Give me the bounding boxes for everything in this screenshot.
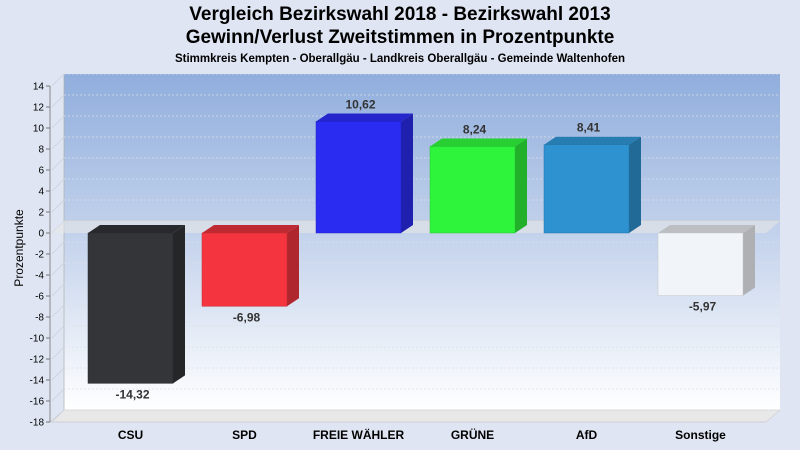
bar-value-label: 10,62 [345, 97, 375, 111]
gridline-diag [51, 115, 65, 129]
gridline-diag [51, 136, 65, 150]
x-category-label: FREIE WÄHLER [313, 427, 405, 442]
bar-front [543, 144, 630, 234]
bar-freie-w-hler: 10,62 [315, 97, 413, 234]
plot-floor [49, 409, 781, 423]
y-axis-label: Prozentpunkte [12, 209, 26, 287]
y-tick-label: 0 [38, 229, 44, 240]
bar-csu: -14,32 [87, 225, 185, 401]
bar-front [87, 232, 174, 384]
y-tick-label: 4 [38, 187, 44, 198]
y-axis-ticks: 14 12 10 8 6 4 2 0 -2 -4 -6 -8 -10 -12 -14 -16 -18 [30, 82, 50, 429]
gridline-diag [51, 262, 65, 276]
x-category-label: Sonstige [675, 428, 726, 442]
bar-side [401, 113, 413, 233]
x-category-label: CSU [118, 428, 143, 442]
bars: -14,32 -6,98 10,62 8,24 8,41 -5,97 [87, 97, 755, 401]
y-tick-label: 14 [33, 82, 45, 93]
y-tick-label: -18 [30, 418, 45, 429]
y-tick-label: -10 [30, 334, 45, 345]
y-tick-label: -4 [35, 271, 44, 282]
chart-region-subtitle: Stimmkreis Kempten - Oberallgäu - Landkr… [174, 53, 626, 65]
bar-top [658, 225, 755, 233]
bar-top [316, 113, 413, 122]
y-tick-label: 2 [38, 208, 44, 219]
bar-side [629, 136, 641, 233]
gridline-diag [51, 325, 65, 339]
gridline-diag [51, 178, 65, 192]
bar-front [315, 121, 402, 234]
bar-sonstige: -5,97 [657, 225, 755, 314]
bar-top [202, 225, 299, 233]
bar-value-label: 8,24 [463, 122, 487, 136]
y-tick-label: -12 [30, 355, 45, 366]
y-tick-label: 10 [33, 124, 45, 135]
bar-side [173, 225, 185, 384]
y-tick-label: 8 [38, 145, 44, 156]
y-tick-label: -8 [35, 313, 44, 324]
gridline-diag [51, 409, 65, 423]
y-tick-label: 6 [38, 166, 44, 177]
gridline-diag [51, 346, 65, 360]
bar-spd: -6,98 [201, 225, 299, 324]
gridline-diag [51, 241, 65, 255]
y-tick-label: -14 [30, 376, 45, 387]
gridline-diag [51, 367, 65, 381]
gridline-diag [51, 388, 65, 402]
bar-side [287, 225, 299, 307]
bar-value-label: -6,98 [233, 310, 261, 324]
y-tick-label: -2 [35, 250, 44, 261]
gridline-diag [51, 304, 65, 318]
bar-gr-ne: 8,24 [429, 122, 527, 234]
bar-afd: 8,41 [543, 121, 641, 234]
bar-top [430, 138, 527, 147]
bar-front [429, 146, 516, 234]
x-axis-labels: CSU SPD FREIE WÄHLER GRÜNE AfD Sonstige [118, 427, 726, 442]
x-category-label: AfD [576, 428, 598, 442]
bar-side [743, 225, 755, 296]
gridline-diag [51, 157, 65, 171]
gridline-diag [51, 73, 65, 87]
x-category-label: GRÜNE [451, 427, 494, 442]
y-tick-label: 12 [33, 103, 45, 114]
bar-value-label: -5,97 [689, 300, 717, 314]
y-tick-label: -16 [30, 397, 45, 408]
chart-title: Vergleich Bezirkswahl 2018 - Bezirkswahl… [189, 4, 611, 25]
x-category-label: SPD [232, 428, 257, 442]
gridline-diag [51, 94, 65, 108]
gridline-diag [51, 199, 65, 213]
bar-value-label: -14,32 [115, 387, 149, 401]
bar-top [88, 225, 185, 233]
bar-value-label: 8,41 [577, 121, 601, 135]
chart-titles: Vergleich Bezirkswahl 2018 - Bezirkswahl… [0, 0, 800, 67]
bar-front [657, 232, 744, 296]
chart-subtitle: Gewinn/Verlust Zweitstimmen in Prozentpu… [185, 27, 615, 48]
y-tick-label: -6 [35, 292, 44, 303]
gridline-diag [51, 283, 65, 297]
bar-side [515, 138, 527, 233]
bar-front [201, 232, 288, 307]
bar-top [544, 136, 641, 145]
